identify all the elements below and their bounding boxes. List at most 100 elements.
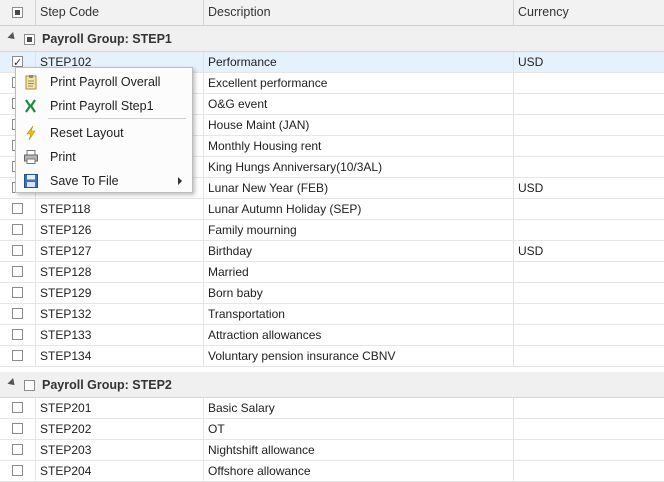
currency-cell[interactable] [514,262,664,282]
currency-cell[interactable]: USD [518,244,544,258]
currency-cell[interactable] [514,136,664,156]
row-select-cell[interactable] [0,220,36,240]
table-row[interactable]: STEP201 Basic Salary [0,398,664,419]
currency-cell[interactable] [514,199,664,219]
currency-cell[interactable] [514,398,664,418]
table-row[interactable]: STEP127 Birthday USD [0,241,664,262]
row-select-cell[interactable] [0,325,36,345]
row-checkbox[interactable] [12,423,23,434]
row-checkbox[interactable] [12,266,23,277]
description-cell[interactable]: Offshore allowance [204,461,514,481]
description-cell[interactable]: Family mourning [204,220,514,240]
step-code-cell[interactable]: STEP127 [36,241,204,261]
currency-cell[interactable] [514,346,664,366]
description-cell[interactable]: Basic Salary [204,398,514,418]
row-select-cell[interactable] [0,52,36,72]
select-all-header[interactable] [0,0,36,25]
row-select-cell[interactable] [0,461,36,481]
table-row[interactable]: STEP126 Family mourning [0,220,664,241]
description-cell[interactable]: Nightshift allowance [204,440,514,460]
description-cell[interactable]: Birthday [204,241,514,261]
group-checkbox[interactable] [24,380,35,391]
group-row-step1[interactable]: Payroll Group: STEP1 [0,26,664,52]
description-cell[interactable]: Transportation [204,304,514,324]
collapse-arrow-icon[interactable] [7,378,18,388]
description-cell[interactable]: OT [204,419,514,439]
row-select-cell[interactable] [0,440,36,460]
table-row[interactable]: STEP133 Attraction allowances [0,325,664,346]
row-checkbox[interactable] [12,203,23,214]
description-cell[interactable]: Excellent performance [204,73,514,93]
description-cell[interactable]: Born baby [204,283,514,303]
description-cell[interactable]: Attraction allowances [204,325,514,345]
step-code-cell[interactable] [36,157,204,177]
column-header-currency[interactable]: Currency [518,5,569,19]
description-cell[interactable]: Performance [204,52,514,72]
menu-item-reset-layout[interactable]: Reset Layout [16,121,192,145]
row-checkbox[interactable] [12,465,23,476]
currency-cell[interactable]: USD [518,181,544,195]
step-code-cell[interactable]: STEP102 [36,52,204,72]
select-all-checkbox[interactable] [12,7,23,18]
row-checkbox[interactable] [12,308,23,319]
table-row[interactable]: STEP203 Nightshift allowance [0,440,664,461]
menu-item-print-step1[interactable]: Print Payroll Step1 [16,94,192,118]
step-code-cell[interactable]: STEP202 [36,419,204,439]
step-code-cell[interactable]: STEP129 [36,283,204,303]
table-row[interactable]: STEP202 OT [0,419,664,440]
group-row-step2[interactable]: Payroll Group: STEP2 [0,372,664,398]
currency-cell[interactable] [514,115,664,135]
description-cell[interactable]: Monthly Housing rent [204,136,514,156]
step-code-cell[interactable]: STEP134 [36,346,204,366]
row-select-cell[interactable] [0,283,36,303]
table-row[interactable]: STEP118 Lunar Autumn Holiday (SEP) [0,199,664,220]
step-code-cell[interactable] [36,94,204,114]
step-code-cell[interactable]: STEP201 [36,398,204,418]
description-cell[interactable]: Lunar New Year (FEB) [204,178,514,198]
currency-cell[interactable] [514,73,664,93]
description-cell[interactable]: King Hungs Anniversary(10/3AL) [204,157,514,177]
step-code-cell[interactable]: STEP133 [36,325,204,345]
table-row[interactable]: STEP128 Married [0,262,664,283]
menu-item-save-to-file[interactable]: Save To File [16,169,192,193]
row-checkbox[interactable] [12,245,23,256]
currency-cell[interactable] [514,220,664,240]
step-code-cell[interactable]: STEP204 [36,461,204,481]
row-select-cell[interactable] [0,304,36,324]
menu-item-print-overall[interactable]: Print Payroll Overall [16,70,192,94]
currency-cell[interactable] [514,461,664,481]
currency-cell[interactable] [514,94,664,114]
step-code-cell[interactable] [36,136,204,156]
step-code-cell[interactable]: STEP132 [36,304,204,324]
currency-cell[interactable] [514,283,664,303]
description-cell[interactable]: Voluntary pension insurance CBNV [204,346,514,366]
row-select-cell[interactable] [0,398,36,418]
step-code-cell[interactable]: STEP126 [36,220,204,240]
step-code-cell[interactable]: STEP128 [36,262,204,282]
menu-item-print[interactable]: Print [16,145,192,169]
row-checkbox[interactable] [12,402,23,413]
row-checkbox[interactable] [12,224,23,235]
table-row[interactable]: STEP129 Born baby [0,283,664,304]
description-cell[interactable]: Married [204,262,514,282]
currency-cell[interactable] [514,325,664,345]
group-checkbox[interactable] [24,34,35,45]
step-code-cell[interactable]: STEP118 [36,199,204,219]
step-code-cell[interactable] [36,73,204,93]
row-checkbox[interactable] [12,287,23,298]
row-checkbox[interactable] [12,329,23,340]
row-checkbox[interactable] [12,444,23,455]
description-cell[interactable]: House Maint (JAN) [204,115,514,135]
currency-cell[interactable] [514,419,664,439]
currency-cell[interactable] [514,304,664,324]
row-select-cell[interactable] [0,241,36,261]
currency-cell[interactable] [514,440,664,460]
description-cell[interactable]: Lunar Autumn Holiday (SEP) [204,199,514,219]
table-row[interactable]: STEP204 Offshore allowance [0,461,664,482]
row-checkbox[interactable] [12,53,23,72]
row-select-cell[interactable] [0,419,36,439]
currency-cell[interactable]: USD [518,55,544,69]
currency-cell[interactable] [514,157,664,177]
column-header-step-code[interactable]: Step Code [36,0,204,25]
step-code-cell[interactable] [36,178,204,198]
